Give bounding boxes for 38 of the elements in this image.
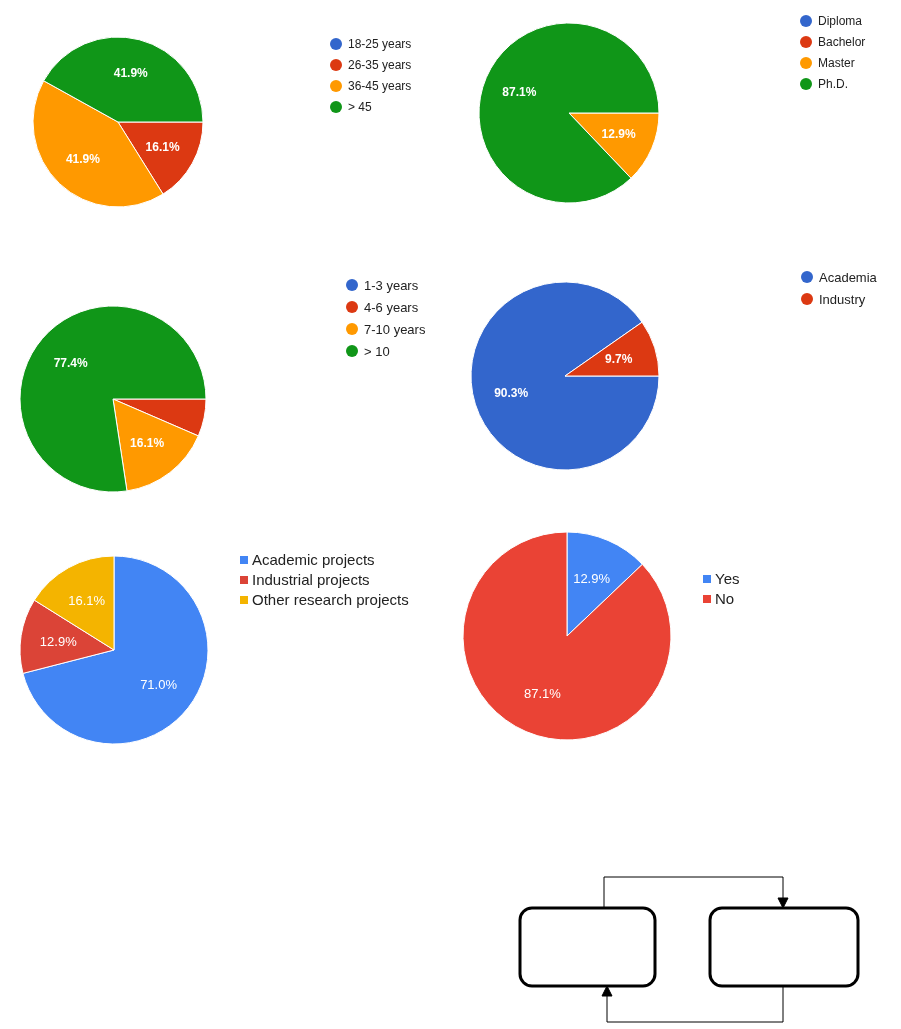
- data-label: 87.1%: [502, 84, 537, 99]
- data-label: 12.9%: [39, 633, 78, 649]
- pie-slice: [462, 531, 672, 741]
- legend-label: 18-25 years: [348, 37, 412, 52]
- pie-slice: [19, 305, 207, 493]
- data-label: 12.9%: [573, 571, 611, 587]
- legend-label: Other research projects: [252, 591, 409, 609]
- data-label: 71.0%: [140, 677, 178, 693]
- legend-label: Academia: [819, 269, 878, 285]
- data-label: 87.1%: [523, 685, 562, 701]
- legend-label: 1-3 years: [364, 277, 419, 293]
- data-label: 41.9%: [65, 152, 101, 167]
- legend-label: Yes: [715, 570, 740, 588]
- legend-label: No: [715, 590, 735, 608]
- data-label: 16.1%: [130, 436, 165, 451]
- data-label: 77.4%: [53, 355, 89, 370]
- legend-label: Bachelor: [818, 35, 866, 50]
- legend-label: Industry: [819, 291, 866, 307]
- data-label: 12.9%: [601, 127, 636, 142]
- data-label: 9.7%: [605, 352, 633, 367]
- legend-label: Ph.D.: [818, 77, 849, 92]
- pie-slice: [470, 281, 660, 471]
- legend-label: 7-10 years: [364, 321, 426, 337]
- legend-label: > 45: [348, 100, 373, 115]
- legend-label: Diploma: [818, 14, 863, 29]
- data-label: 41.9%: [113, 65, 149, 80]
- pie-slice: [22, 555, 209, 745]
- legend-label: Academic projects: [252, 551, 375, 569]
- pie-slice: [478, 22, 660, 204]
- legend-label: Industrial projects: [252, 571, 370, 589]
- legend-label: 26-35 years: [348, 58, 412, 73]
- legend-label: 4-6 years: [364, 299, 419, 315]
- data-label: 16.1%: [145, 139, 180, 154]
- legend-label: 36-45 years: [348, 79, 412, 94]
- legend-label: > 10: [364, 343, 390, 359]
- data-label: 90.3%: [494, 386, 529, 401]
- legend-label: Master: [818, 56, 855, 71]
- data-label: 16.1%: [68, 593, 106, 609]
